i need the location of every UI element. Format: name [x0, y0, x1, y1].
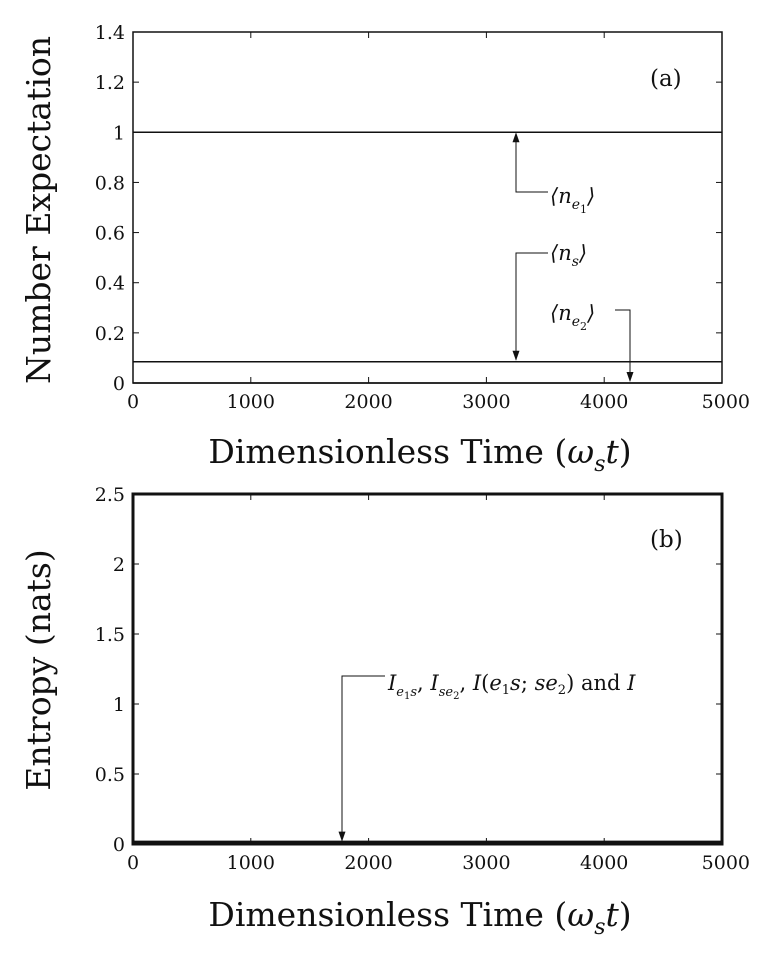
x-axis-title-b: Dimensionless Time (ωst): [208, 895, 631, 940]
x-tick-label: 0: [127, 391, 139, 413]
annotation-arrows-b: [338, 675, 385, 842]
annotation-arrow-line: [515, 138, 548, 193]
y-tick-label: 1: [113, 694, 125, 716]
y-tick-label: 0.2: [95, 323, 125, 345]
y-tick-label: 1: [113, 122, 125, 144]
annotation-label-ne1: ⟨ne1⟩: [550, 184, 595, 216]
x-tick-label: 5000: [702, 391, 750, 413]
x-axis-title-a: Dimensionless Time (ωst): [208, 432, 631, 477]
plot-frame-b: [131, 492, 724, 846]
y-tick-label: 1.4: [95, 22, 125, 44]
y-tick-labels-b: 0 0.5 1 1.5 2 2.5: [95, 484, 722, 856]
x-tick-labels-a: 0 1000 2000 3000 4000 5000: [127, 32, 750, 413]
x-tick-label: 0: [127, 852, 139, 874]
x-tick-label: 4000: [580, 852, 628, 874]
x-tick-label: 3000: [462, 391, 510, 413]
x-tick-label: 5000: [702, 852, 750, 874]
y-tick-label: 1.5: [95, 624, 125, 646]
annotation-arrowhead: [512, 132, 520, 143]
x-tick-label: 3000: [462, 852, 510, 874]
x-tick-label: 1000: [227, 391, 275, 413]
y-tick-labels-a: 0 0.2 0.4 0.6 0.8 1 1.2 1.4: [95, 22, 722, 395]
y-tick-label: 0.8: [95, 172, 125, 194]
x-tick-label: 1000: [227, 852, 275, 874]
annotation-arrows-a: [512, 132, 634, 382]
y-tick-label: 2: [113, 554, 125, 576]
panel-label-a: (a): [650, 66, 682, 92]
annotation-arrow-line: [615, 309, 631, 381]
annotation-label-ns: ⟨ns⟩: [550, 241, 587, 270]
y-axis-title-a: Number Expectation: [19, 36, 58, 384]
y-tick-label: 0: [113, 373, 125, 395]
annotation-arrow-line: [515, 252, 548, 360]
panel-a: 0 0.2 0.4 0.6 0.8 1 1.2 1.4 0 1000 2000 3000 4000 50…: [19, 22, 750, 477]
plot-frame-a: [132, 31, 723, 384]
y-tick-label: 0.5: [95, 764, 125, 786]
x-tick-labels-b: 0 1000 2000 3000 4000 5000: [127, 494, 750, 874]
x-tick-label: 2000: [344, 391, 392, 413]
annotation-label-ne2: ⟨ne2⟩: [550, 301, 595, 333]
panel-b: 0 0.5 1 1.5 2 2.5 0 1000 2000 3000 4000 5000 (b) I…: [19, 484, 750, 940]
y-tick-label: 0.4: [95, 273, 125, 295]
annotation-arrowhead: [626, 372, 634, 382]
x-tick-label: 4000: [580, 391, 628, 413]
y-axis-title-b: Entropy (nats): [19, 549, 58, 790]
annotation-arrow-line: [341, 675, 385, 841]
y-tick-label: 0: [113, 834, 125, 856]
y-tick-label: 0.6: [95, 223, 125, 245]
panel-label-b: (b): [650, 527, 683, 553]
y-tick-label: 1.2: [95, 72, 125, 94]
series-group-a: [133, 131, 722, 384]
x-tick-label: 2000: [344, 852, 392, 874]
annotation-arrowhead: [512, 350, 520, 361]
annotation-label-entropy: Ie1s, Ise2, I(e1s; se2) and I: [387, 671, 636, 702]
annotation-arrowhead: [338, 831, 346, 842]
y-tick-label: 2.5: [95, 484, 125, 506]
